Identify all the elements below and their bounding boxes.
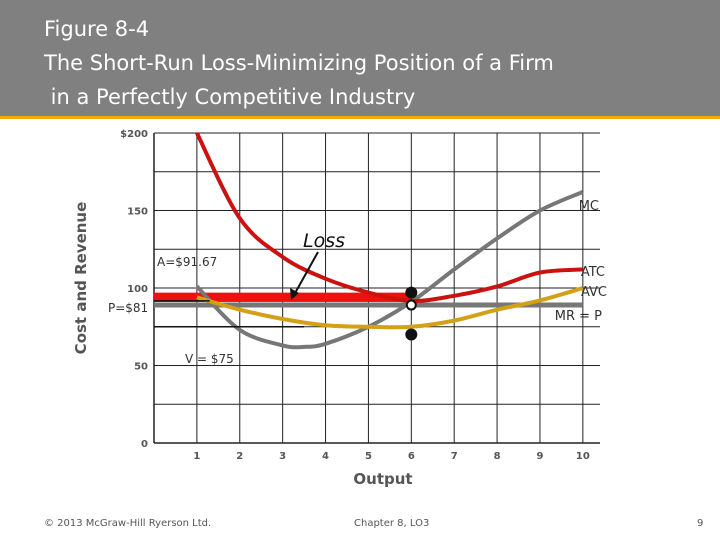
x-tick-label: 9 <box>536 451 543 462</box>
x-axis-title: Output <box>353 470 412 488</box>
x-tick-label: 4 <box>322 451 329 462</box>
loss-arrow-head <box>290 288 299 300</box>
x-tick-label: 2 <box>236 451 243 462</box>
accent-bar <box>0 116 720 119</box>
loss-arrow-shaft <box>293 251 319 296</box>
y-tick-label: 50 <box>134 362 148 373</box>
loss-area <box>154 292 412 302</box>
page-number: 9 <box>697 518 704 529</box>
loss-label: Loss <box>303 230 345 252</box>
y-tick-label: 0 <box>141 439 148 450</box>
footer-copyright: © 2013 McGraw-Hill Ryerson Ltd. <box>44 518 212 529</box>
footer-chapter: Chapter 8, LO3 <box>354 518 430 529</box>
x-tick-label: 5 <box>365 451 372 462</box>
y-axis-title: Cost and Revenue <box>72 202 90 355</box>
slide-title-line-1: Figure 8-4 <box>44 17 150 41</box>
x-tick-label: 3 <box>279 451 286 462</box>
title-bar <box>0 0 720 116</box>
y-tick-label: 150 <box>127 207 148 218</box>
x-tick-label: 10 <box>576 451 590 462</box>
x-tick-label: 8 <box>494 451 501 462</box>
avc-curve <box>196 286 584 330</box>
atc-curve <box>195 132 583 303</box>
y-tick-label: 100 <box>127 284 148 295</box>
label-p-level: P=$81 <box>108 301 148 315</box>
point-filled-3 <box>405 328 418 341</box>
x-tick-label: 1 <box>193 451 200 462</box>
slide-title-line-3: in a Perfectly Competitive Industry <box>44 85 416 109</box>
x-tick-label: 6 <box>408 451 415 462</box>
mc-curve <box>195 190 584 350</box>
slide-title-line-2: The Short-Run Loss-Minimizing Position o… <box>44 51 554 75</box>
y-tick-label: $200 <box>120 129 148 140</box>
point-hollow-2 <box>405 299 417 311</box>
x-tick-label: 7 <box>451 451 458 462</box>
label-a-level: A=$91.67 <box>157 255 217 269</box>
mr-p-label: MR = P <box>555 309 602 324</box>
point-filled-1 <box>405 286 418 299</box>
label-v-level: V = $75 <box>185 352 234 366</box>
avc-label: AVC <box>581 285 607 300</box>
mc-label: MC <box>579 199 599 214</box>
atc-label: ATC <box>581 265 605 280</box>
